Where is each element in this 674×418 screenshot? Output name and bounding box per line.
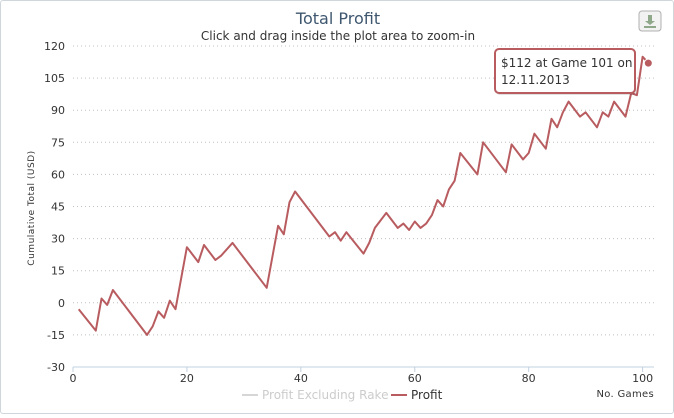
y-tick-label: 45 (51, 201, 65, 214)
x-tick-label: 0 (70, 372, 77, 385)
y-tick-label: 60 (51, 168, 65, 181)
tooltip: $112 at Game 101 on 12.11.2013 (494, 48, 636, 95)
series-line-1[interactable] (77, 55, 650, 336)
legend-label: Profit (411, 388, 443, 402)
y-tick-label: 75 (51, 136, 65, 149)
export-button[interactable] (638, 10, 662, 32)
series-group (77, 55, 653, 336)
tooltip-box (494, 48, 636, 94)
legend[interactable]: Profit Excluding Rake Profit (242, 388, 443, 402)
y-tick-label: 0 (58, 297, 65, 310)
y-tick-label: 30 (51, 233, 65, 246)
y-tick-label: 120 (44, 40, 65, 53)
x-tick-label: 80 (522, 372, 536, 385)
legend-item-1[interactable]: Profit (391, 388, 443, 402)
chart-subtitle: Click and drag inside the plot area to z… (201, 29, 475, 43)
y-axis: -30 -15 0 15 30 45 60 75 90 105 120 (44, 40, 65, 374)
highlight-point[interactable] (643, 58, 653, 68)
download-icon (644, 15, 656, 28)
tooltip-line-1: $112 at Game 101 on (501, 56, 632, 70)
y-tick-label: 105 (44, 72, 65, 85)
x-axis: 0 20 40 60 80 100 (70, 366, 654, 385)
x-axis-label: No. Games (597, 389, 654, 400)
x-tick-label: 20 (180, 372, 194, 385)
legend-item-0[interactable]: Profit Excluding Rake (242, 388, 388, 402)
x-tick-label: 100 (632, 372, 653, 385)
legend-label: Profit Excluding Rake (262, 388, 388, 402)
y-tick-label: 90 (51, 104, 65, 117)
chart-title: Total Profit (295, 9, 380, 28)
x-tick-label: 40 (294, 372, 308, 385)
y-axis-label: Cumulative Total (USD) (27, 150, 37, 265)
x-tick-label: 60 (408, 372, 422, 385)
tooltip-line-2: 12.11.2013 (501, 73, 570, 87)
y-tick-label: -30 (47, 361, 65, 374)
y-tick-label: -15 (47, 329, 65, 342)
y-tick-label: 15 (51, 265, 65, 278)
